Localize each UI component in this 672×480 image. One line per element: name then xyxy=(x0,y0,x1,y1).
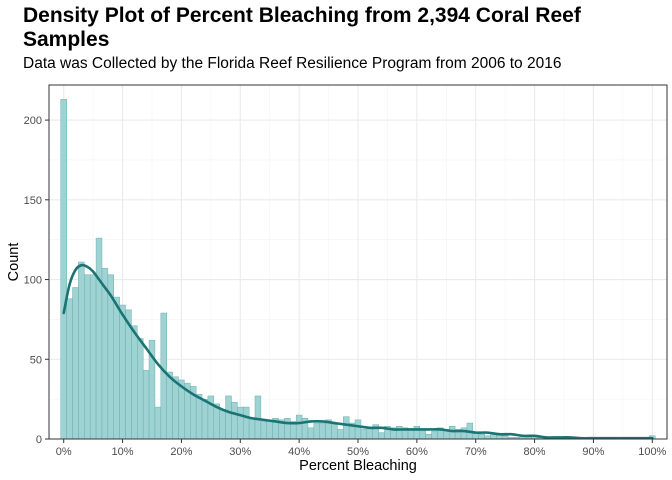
x-tick-label: 70% xyxy=(465,446,487,458)
x-axis-label: Percent Bleaching xyxy=(299,458,417,474)
histogram-bar xyxy=(313,422,320,440)
histogram-bar xyxy=(254,395,262,440)
histogram-bar xyxy=(478,433,485,440)
x-tick-label: 0% xyxy=(56,446,72,458)
histogram-bar xyxy=(78,261,85,440)
x-tick-label: 20% xyxy=(170,446,192,458)
histogram-bar xyxy=(343,416,350,440)
histogram-bar xyxy=(396,425,403,440)
x-tick-label: 100% xyxy=(638,446,666,458)
histogram-bar xyxy=(172,376,179,440)
histogram-bar xyxy=(266,419,273,440)
histogram-bar xyxy=(360,429,368,440)
histogram-bar xyxy=(337,429,344,440)
histogram-bar xyxy=(84,274,91,440)
histogram-bar xyxy=(89,274,97,440)
histogram-bar xyxy=(425,433,432,440)
histogram-bar xyxy=(160,312,167,440)
chart-subtitle: Data was Collected by the Florida Reef R… xyxy=(23,55,562,72)
histogram-bar xyxy=(72,287,79,440)
histogram-bar xyxy=(95,237,103,440)
histogram-bar xyxy=(366,427,373,440)
histogram-bar xyxy=(201,398,209,440)
histogram-bar xyxy=(60,99,67,440)
histogram-bar xyxy=(66,298,73,440)
y-tick-label: 200 xyxy=(24,115,42,127)
histogram-bar xyxy=(419,429,426,440)
histogram-bar xyxy=(237,406,244,440)
histogram-bar xyxy=(319,422,326,440)
histogram-bar xyxy=(231,402,238,440)
histogram-bar xyxy=(354,419,362,440)
y-tick-label: 100 xyxy=(24,275,42,287)
histogram-bar xyxy=(225,395,232,440)
chart-title: Density Plot of Percent Bleaching from 2… xyxy=(23,4,581,51)
histogram-bar xyxy=(154,406,162,440)
histogram-bar xyxy=(113,296,120,440)
histogram-bar xyxy=(119,304,126,440)
histogram-bar xyxy=(166,371,173,440)
histogram-bar xyxy=(431,430,438,440)
y-axis-label: Count xyxy=(6,243,22,282)
histogram-bar xyxy=(260,421,268,440)
histogram-bar xyxy=(448,425,456,440)
histogram-bar xyxy=(460,427,468,440)
histogram-bar xyxy=(137,338,144,440)
x-tick-label: 40% xyxy=(288,446,310,458)
histogram-bar xyxy=(101,268,109,440)
x-tick-label: 10% xyxy=(112,446,134,458)
x-tick-label: 30% xyxy=(229,446,251,458)
histogram-bar xyxy=(219,410,226,440)
histogram-bar xyxy=(142,370,150,440)
histogram-bar xyxy=(295,414,303,440)
histogram-bar xyxy=(307,427,315,440)
x-tick-label: 80% xyxy=(524,446,546,458)
y-tick-label: 150 xyxy=(24,195,42,207)
y-tick-label: 50 xyxy=(30,354,42,366)
y-axis-ticks: 0 50 100 150 200 xyxy=(24,115,49,446)
histogram-bar xyxy=(195,394,203,440)
histogram-bar xyxy=(248,418,256,440)
y-tick-label: 0 xyxy=(36,434,42,446)
histogram-bar xyxy=(407,429,415,440)
histogram-bar xyxy=(331,424,338,440)
x-tick-label: 90% xyxy=(582,446,604,458)
histogram-bar xyxy=(242,406,250,440)
x-axis-ticks: 0% 10% 20% 30% 40% 50% 60% 70% 80% 90% 100% xyxy=(56,439,667,458)
histogram-bar xyxy=(284,418,291,440)
histogram-bar xyxy=(378,432,385,440)
histogram-bar xyxy=(131,325,138,440)
histogram-bar xyxy=(125,309,132,440)
x-tick-label: 60% xyxy=(406,446,428,458)
density-curve xyxy=(62,263,654,440)
x-tick-label: 50% xyxy=(347,446,369,458)
